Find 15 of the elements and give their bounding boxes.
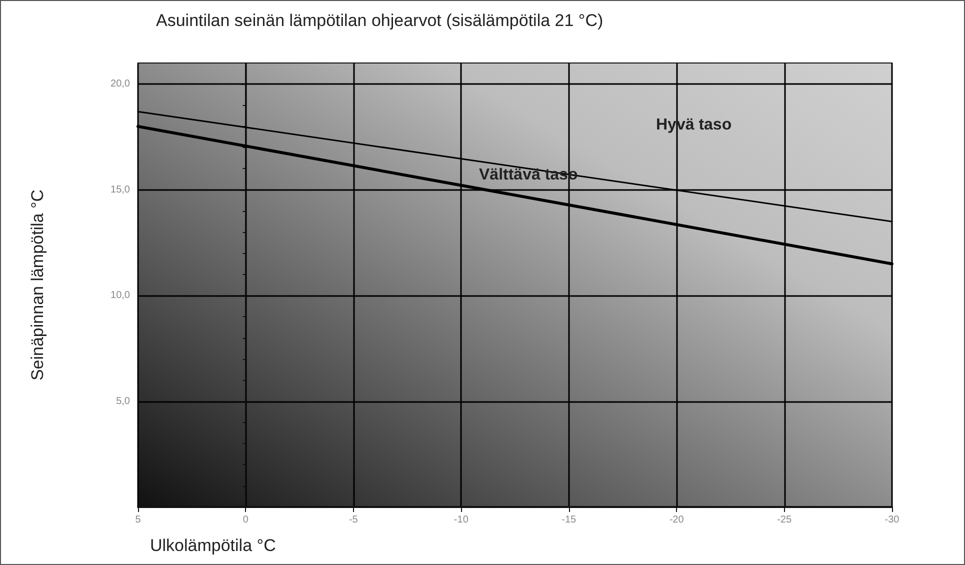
x-tick-label: -30 [884, 514, 900, 526]
y-axis-title: Seinäpinnan lämpötila °C [28, 189, 47, 381]
x-tick-label: -10 [454, 514, 469, 526]
y-tick-label: 15,0 [110, 184, 130, 196]
x-tick-label: -5 [348, 514, 358, 526]
x-axis-title: Ulkolämpötila °C [150, 536, 276, 555]
y-tick-label: 20,0 [110, 78, 130, 90]
x-tick-label: -25 [777, 514, 792, 526]
x-tick-label: 5 [135, 514, 142, 526]
chart-title: Asuintilan seinän lämpötilan ohjearvot (sisälämpötila 21 °C) [156, 11, 604, 30]
x-tick-label: -20 [669, 514, 684, 526]
y-tick-label: 10,0 [110, 290, 130, 302]
y-tick-label: 5,0 [116, 396, 130, 407]
x-tick-label: 0 [242, 514, 249, 526]
x-tick-label: -15 [562, 514, 577, 526]
